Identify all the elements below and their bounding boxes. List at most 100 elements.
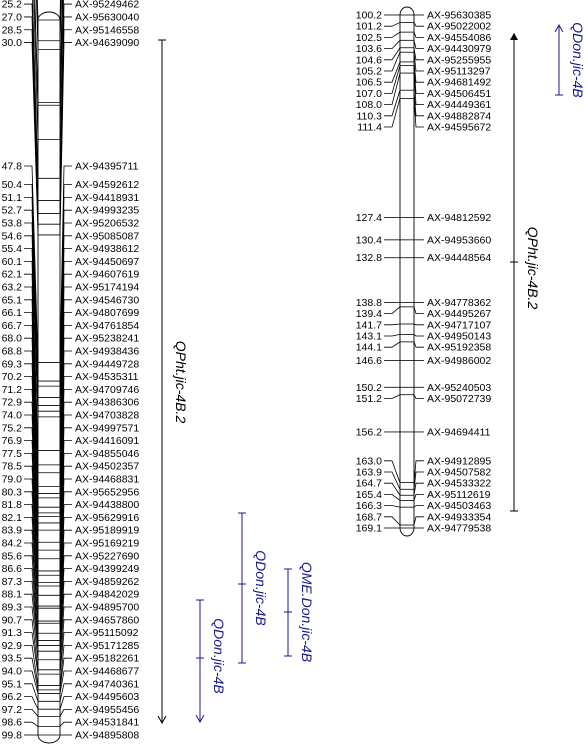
marker-name: AX-94986002 [427, 355, 491, 367]
marker-position: 79.0 [2, 474, 23, 486]
marker-leader [59, 517, 72, 609]
marker-position: 85.6 [2, 550, 23, 562]
position-leader [24, 491, 39, 596]
marker-position: 168.7 [356, 511, 382, 523]
marker-position: 107.0 [356, 88, 382, 100]
marker-position: 96.2 [2, 691, 23, 703]
position-leader [384, 65, 401, 94]
marker-position: 77.5 [2, 448, 23, 460]
position-leader [24, 593, 39, 652]
marker-name: AX-94546730 [75, 294, 139, 306]
marker-name: AX-94681492 [427, 77, 491, 89]
position-leader [384, 47, 401, 61]
marker-name: AX-95629916 [75, 512, 139, 524]
marker-leader [59, 0, 63, 106]
marker-name: AX-94416091 [75, 435, 139, 447]
marker-leader [413, 73, 424, 105]
marker-position: 91.3 [2, 627, 23, 639]
marker-name: AX-94657860 [75, 614, 139, 626]
position-leader [24, 542, 39, 624]
marker-leader [59, 657, 72, 690]
marker-position: 63.2 [2, 282, 23, 294]
position-leader [32, 0, 39, 179]
marker-position: 166.3 [356, 500, 382, 512]
marker-leader [413, 471, 424, 490]
marker-position: 68.0 [2, 333, 23, 345]
qtl-label: QDon.jic-4B [570, 22, 586, 97]
marker-position: 78.5 [2, 461, 23, 473]
marker-leader [59, 555, 72, 634]
marker-position: 87.3 [2, 576, 23, 588]
marker-name: AX-94740361 [75, 678, 139, 690]
marker-name: AX-94448564 [427, 252, 491, 264]
marker-name: AX-94430979 [427, 43, 491, 55]
marker-position: 132.8 [356, 252, 382, 264]
marker-position: 76.9 [2, 435, 23, 447]
marker-position: 95.1 [2, 678, 23, 690]
marker-name: AX-94895808 [75, 730, 139, 742]
marker-name: AX-94950143 [427, 330, 491, 342]
marker-name: AX-95238241 [75, 333, 139, 345]
marker-name: AX-94955456 [75, 704, 139, 716]
arrow-up-icon [510, 33, 518, 40]
marker-name: AX-94812592 [427, 212, 491, 224]
marker-name: AX-95146558 [75, 24, 139, 36]
position-leader [384, 31, 401, 38]
marker-name: AX-94592612 [75, 179, 139, 191]
marker-name: AX-95227690 [75, 550, 139, 562]
marker-name: AX-94449361 [427, 99, 491, 111]
marker-position: 111.4 [357, 122, 382, 134]
marker-position: 104.6 [356, 54, 382, 66]
marker-position: 75.2 [2, 422, 23, 434]
marker-leader [413, 40, 424, 49]
marker-position: 165.4 [356, 489, 382, 501]
marker-leader [413, 394, 424, 399]
marker-name: AX-95112619 [427, 489, 491, 501]
marker-leader [59, 0, 64, 140]
qtl-label: QDon.jic-4B [253, 550, 269, 625]
marker-name: AX-95113297 [427, 66, 491, 78]
marker-position: 146.6 [356, 355, 382, 367]
marker-leader [59, 593, 72, 652]
left-linkage-group: 0.0AX-946204502.9AX-950994084.1AX-945354… [2, 0, 139, 744]
marker-position: 93.5 [2, 653, 23, 665]
position-leader [24, 517, 39, 609]
marker-name: AX-94495603 [75, 691, 139, 703]
marker-position: 101.2 [356, 21, 382, 33]
marker-position: 100.2 [356, 10, 382, 22]
marker-name: AX-94468677 [75, 666, 139, 678]
marker-leader [413, 516, 424, 526]
position-leader [384, 40, 401, 49]
marker-leader [413, 493, 424, 501]
marker-name: AX-94778362 [427, 297, 491, 309]
marker-position: 169.1 [356, 523, 382, 535]
marker-name: AX-94395711 [75, 160, 139, 172]
marker-position: 28.5 [2, 24, 23, 36]
qtl-label: QPht.jic-4B.2 [173, 341, 189, 424]
marker-name: AX-94418931 [75, 192, 139, 204]
position-leader [24, 606, 39, 660]
marker-leader [413, 90, 424, 117]
marker-position: 47.8 [2, 160, 23, 172]
marker-name: AX-94468831 [75, 474, 139, 486]
marker-name: AX-94503463 [427, 500, 491, 512]
position-leader [24, 632, 39, 675]
marker-name: AX-94953660 [427, 234, 491, 246]
marker-name: AX-94595672 [427, 122, 491, 134]
marker-name: AX-94399249 [75, 563, 139, 575]
marker-position: 164.7 [356, 478, 382, 490]
marker-leader [59, 670, 72, 694]
marker-name: AX-94507582 [427, 467, 491, 479]
marker-name: AX-94533322 [427, 478, 491, 490]
position-leader [24, 619, 39, 670]
position-leader [24, 248, 39, 417]
position-leader [24, 286, 39, 473]
marker-name: AX-94842029 [75, 589, 139, 601]
marker-position: 82.1 [2, 512, 23, 524]
marker-name: AX-94993235 [75, 205, 139, 217]
marker-leader [413, 65, 424, 94]
marker-position: 62.1 [2, 269, 23, 281]
marker-name: AX-94639090 [75, 37, 139, 49]
marker-name: AX-95189919 [75, 525, 139, 537]
